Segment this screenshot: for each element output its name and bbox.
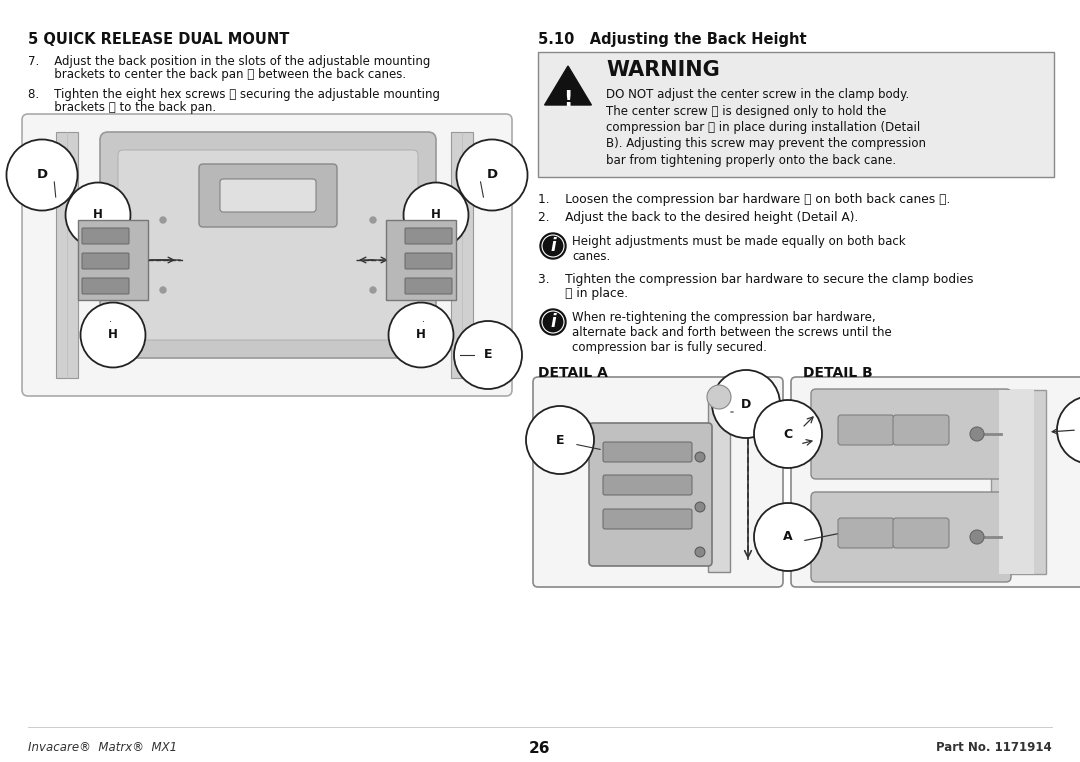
- Text: Invacare®  Matrx®  MX1: Invacare® Matrx® MX1: [28, 741, 177, 754]
- Bar: [451, 132, 473, 378]
- FancyBboxPatch shape: [405, 253, 453, 269]
- Text: Part No. 1171914: Part No. 1171914: [936, 741, 1052, 754]
- Text: E: E: [484, 348, 492, 361]
- Text: 3.    Tighten the compression bar hardware to secure the clamp bodies: 3. Tighten the compression bar hardware …: [538, 273, 973, 286]
- Text: brackets ⓓ to the back pan.: brackets ⓓ to the back pan.: [28, 101, 216, 114]
- Text: H: H: [431, 209, 441, 222]
- Circle shape: [540, 233, 566, 259]
- Circle shape: [970, 530, 984, 544]
- FancyBboxPatch shape: [811, 389, 1011, 479]
- Text: E: E: [556, 434, 564, 447]
- Circle shape: [707, 385, 731, 409]
- Text: compression bar Ⓑ in place during installation (Detail: compression bar Ⓑ in place during instal…: [606, 121, 920, 134]
- FancyBboxPatch shape: [589, 423, 712, 566]
- FancyBboxPatch shape: [838, 415, 894, 445]
- Text: 1.    Loosen the compression bar hardware ⓒ on both back canes ⓓ.: 1. Loosen the compression bar hardware ⓒ…: [538, 193, 950, 206]
- Text: D: D: [37, 168, 48, 181]
- Text: 7.    Adjust the back position in the slots of the adjustable mounting: 7. Adjust the back position in the slots…: [28, 55, 430, 68]
- Text: 5.10   Adjusting the Back Height: 5.10 Adjusting the Back Height: [538, 32, 807, 47]
- Circle shape: [540, 309, 566, 335]
- Polygon shape: [544, 66, 592, 105]
- Text: WARNING: WARNING: [606, 60, 719, 80]
- FancyBboxPatch shape: [538, 52, 1054, 177]
- FancyBboxPatch shape: [199, 164, 337, 227]
- FancyBboxPatch shape: [534, 377, 783, 587]
- Text: D: D: [486, 168, 498, 181]
- Text: When re-tightening the compression bar hardware,: When re-tightening the compression bar h…: [572, 311, 876, 324]
- Text: DO NOT adjust the center screw in the clamp body.: DO NOT adjust the center screw in the cl…: [606, 88, 909, 101]
- Bar: [999, 390, 1034, 574]
- Text: B). Adjusting this screw may prevent the compression: B). Adjusting this screw may prevent the…: [606, 137, 926, 151]
- Text: compression bar is fully secured.: compression bar is fully secured.: [572, 341, 767, 354]
- Text: 26: 26: [529, 741, 551, 756]
- FancyBboxPatch shape: [791, 377, 1080, 587]
- Text: canes.: canes.: [572, 250, 610, 263]
- Bar: [56, 132, 78, 378]
- Text: H: H: [416, 328, 426, 341]
- Text: The center screw Ⓐ is designed only to hold the: The center screw Ⓐ is designed only to h…: [606, 104, 887, 117]
- FancyBboxPatch shape: [811, 492, 1011, 582]
- Text: alternate back and forth between the screws until the: alternate back and forth between the scr…: [572, 326, 892, 339]
- Text: 2.    Adjust the back to the desired height (Detail A).: 2. Adjust the back to the desired height…: [538, 211, 859, 224]
- Text: H: H: [93, 209, 103, 222]
- Text: A: A: [783, 530, 793, 543]
- Circle shape: [370, 217, 376, 223]
- FancyBboxPatch shape: [405, 278, 453, 294]
- Circle shape: [696, 547, 705, 557]
- Circle shape: [160, 287, 166, 293]
- Bar: [708, 392, 730, 572]
- Text: !: !: [564, 90, 572, 110]
- FancyBboxPatch shape: [220, 179, 316, 212]
- FancyBboxPatch shape: [22, 114, 512, 396]
- Text: 8.    Tighten the eight hex screws ⓗ securing the adjustable mounting: 8. Tighten the eight hex screws ⓗ securi…: [28, 88, 440, 101]
- FancyBboxPatch shape: [603, 509, 692, 529]
- FancyBboxPatch shape: [603, 442, 692, 462]
- Bar: [991, 390, 1047, 574]
- Text: bar from tightening properly onto the back cane.: bar from tightening properly onto the ba…: [606, 154, 896, 167]
- Text: ⓔ in place.: ⓔ in place.: [538, 287, 629, 300]
- Bar: [386, 220, 456, 300]
- FancyBboxPatch shape: [100, 132, 436, 358]
- Text: C: C: [783, 427, 793, 440]
- FancyBboxPatch shape: [603, 475, 692, 495]
- Circle shape: [696, 502, 705, 512]
- FancyBboxPatch shape: [893, 518, 949, 548]
- Text: DETAIL A: DETAIL A: [538, 366, 608, 380]
- Text: 5 QUICK RELEASE DUAL MOUNT: 5 QUICK RELEASE DUAL MOUNT: [28, 32, 289, 47]
- FancyBboxPatch shape: [118, 150, 418, 340]
- FancyBboxPatch shape: [893, 415, 949, 445]
- Circle shape: [370, 287, 376, 293]
- Bar: [78, 220, 148, 300]
- FancyBboxPatch shape: [82, 228, 129, 244]
- Text: i: i: [550, 237, 556, 255]
- Circle shape: [970, 427, 984, 441]
- FancyBboxPatch shape: [82, 253, 129, 269]
- Text: i: i: [550, 313, 556, 331]
- Text: Height adjustments must be made equally on both back: Height adjustments must be made equally …: [572, 235, 906, 248]
- Text: brackets to center the back pan ⓔ between the back canes.: brackets to center the back pan ⓔ betwee…: [28, 68, 406, 81]
- Text: DETAIL B: DETAIL B: [804, 366, 873, 380]
- Circle shape: [696, 452, 705, 462]
- FancyBboxPatch shape: [838, 518, 894, 548]
- FancyBboxPatch shape: [405, 228, 453, 244]
- Text: D: D: [741, 398, 751, 411]
- FancyBboxPatch shape: [82, 278, 129, 294]
- Circle shape: [160, 217, 166, 223]
- Text: H: H: [108, 328, 118, 341]
